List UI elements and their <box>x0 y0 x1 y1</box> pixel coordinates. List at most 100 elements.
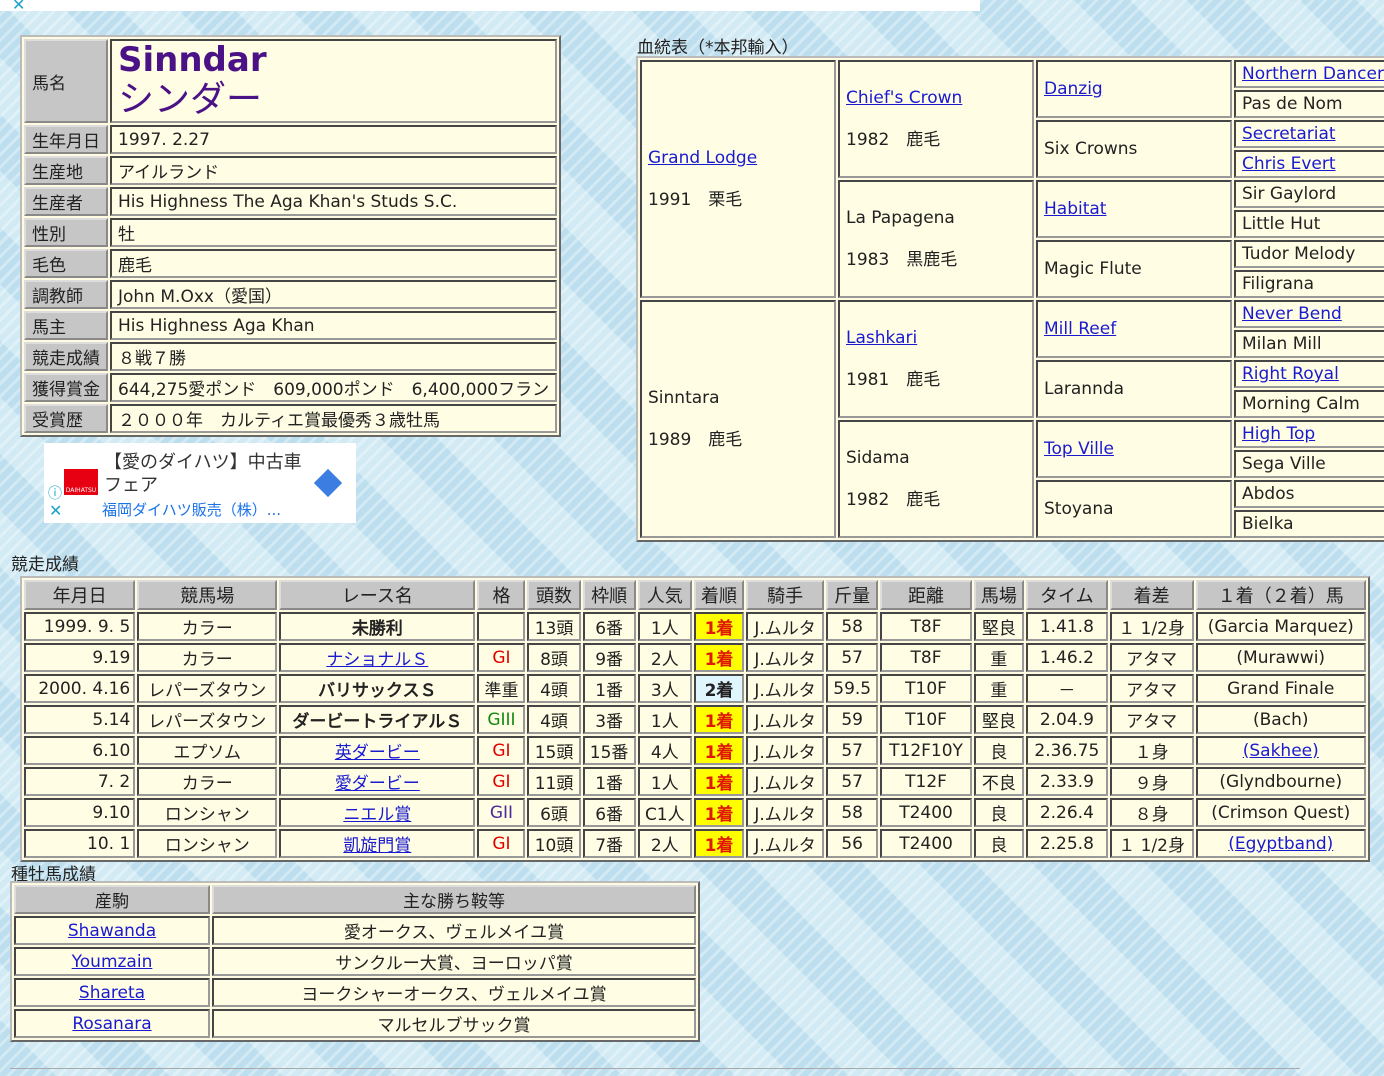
pedigree-ancestor: Morning Calm <box>1234 390 1384 418</box>
race-cell-5: 7番 <box>582 829 636 858</box>
race-cell-4: 13頭 <box>527 612 581 641</box>
progeny-name-link[interactable]: Shawanda <box>67 920 157 941</box>
race-cell-14-link[interactable]: (Sakhee) <box>1242 740 1319 761</box>
race-cell-7: 1着 <box>693 643 745 672</box>
race-cell-5: 6番 <box>582 612 636 641</box>
ad-go-arrow-icon[interactable] <box>313 468 343 498</box>
ancestor-name[interactable]: Grand Lodge <box>648 148 758 168</box>
ancestor-name[interactable]: Lashkari <box>846 328 918 348</box>
progeny-wins: サンクルー大賞、ヨーロッパ賞 <box>212 947 696 976</box>
race-cell-2[interactable]: 英ダービー <box>279 736 476 765</box>
profile-value: ２０００年 カルティエ賞最優秀３歳牡馬 <box>110 404 558 433</box>
pedigree-ancestor: Milan Mill <box>1234 330 1384 358</box>
ancestor-name: Stoyana <box>1044 499 1114 519</box>
race-cell-2-link[interactable]: ナショナルＳ <box>326 650 429 670</box>
ancestor-name: Pas de Nom <box>1242 94 1343 114</box>
ancestor-name[interactable]: Chris Evert <box>1242 154 1336 174</box>
pedigree-ancestor: La Papagena 1983 黒鹿毛 <box>838 180 1034 298</box>
ancestor-name[interactable]: Danzig <box>1044 79 1103 99</box>
progeny-name[interactable]: Rosanara <box>14 1009 210 1038</box>
ancestor-name[interactable]: Top Ville <box>1044 439 1114 459</box>
race-cell-3: GI <box>477 829 526 858</box>
progeny-name[interactable]: Shawanda <box>14 916 210 945</box>
profile-label: 生産地 <box>24 156 108 185</box>
race-cell-14[interactable]: (Egyptband) <box>1195 829 1366 858</box>
race-cell-13: １身 <box>1109 736 1194 765</box>
race-cell-6: 4人 <box>637 736 692 765</box>
race-cell-7: 1着 <box>693 705 745 734</box>
progeny-name-link[interactable]: Youmzain <box>71 951 153 972</box>
race-cell-14-link[interactable]: (Egyptband) <box>1228 833 1334 854</box>
column-header: 斤量 <box>826 580 879 610</box>
ancestor-name: La Papagena <box>846 208 955 228</box>
race-cell-11: 良 <box>973 736 1024 765</box>
progeny-name[interactable]: Shareta <box>14 978 210 1007</box>
race-cell-1: エプソム <box>137 736 278 765</box>
race-cell-0: 6.10 <box>24 736 136 765</box>
ad-title[interactable]: 【愛のダイハツ】中古車フェア <box>104 452 302 496</box>
profile-row: 生産地 アイルランド <box>24 156 558 185</box>
race-row: 6.10 エプソム 英ダービー GI 15頭 15番 4人 1着 J.ムルタ 57 T12F10Y 良… <box>24 736 1366 765</box>
ad-close-icon[interactable]: ✕ <box>49 501 63 520</box>
ad-info-icon[interactable]: ⓘ <box>48 486 62 502</box>
ancestor-name[interactable]: Never Bend <box>1242 304 1342 324</box>
ad-sponsor[interactable]: 福岡ダイハツ販売（株）... <box>102 501 282 519</box>
race-cell-7: 1着 <box>693 612 745 641</box>
race-cell-8: J.ムルタ <box>746 736 825 765</box>
race-cell-6: 2人 <box>637 829 692 858</box>
race-cell-11: 堅良 <box>973 612 1024 641</box>
progeny-row: Rosanara マルセルブサック賞 <box>14 1009 696 1038</box>
ancestor-name[interactable]: Mill Reef <box>1044 319 1117 339</box>
race-cell-2-link[interactable]: 愛ダービー <box>334 774 420 794</box>
race-cell-2[interactable]: 愛ダービー <box>279 767 476 796</box>
race-cell-14[interactable]: (Sakhee) <box>1195 736 1366 765</box>
race-cell-2-link[interactable]: ニエル賞 <box>343 805 412 825</box>
progeny-name-link[interactable]: Shareta <box>78 982 146 1003</box>
race-cell-10: T10F <box>880 674 972 703</box>
top-ad-bar: ✕ <box>0 0 980 14</box>
race-cell-5: 6番 <box>582 798 636 827</box>
ancestor-name[interactable]: Northern Dancer <box>1242 64 1384 84</box>
race-cell-0: 10. 1 <box>24 829 136 858</box>
ancestor-name[interactable]: High Top <box>1242 424 1316 444</box>
ancestor-name[interactable]: Habitat <box>1044 199 1107 219</box>
race-cell-5: 1番 <box>582 767 636 796</box>
progeny-name[interactable]: Youmzain <box>14 947 210 976</box>
pedigree-ancestor: Right Royal <box>1234 360 1384 388</box>
ad-banner[interactable]: DAIHATSU 【愛のダイハツ】中古車フェア 福岡ダイハツ販売（株）... ⓘ… <box>44 443 356 523</box>
pedigree-ancestor: Mill Reef <box>1036 300 1232 358</box>
ancestor-name[interactable]: Secretariat <box>1242 124 1336 144</box>
ancestor-name[interactable]: Chief's Crown <box>846 88 963 108</box>
race-cell-4: 6頭 <box>527 798 581 827</box>
ancestor-name: Sega Ville <box>1242 454 1326 474</box>
ancestor-name: Sir Gaylord <box>1242 184 1337 204</box>
race-cell-2[interactable]: 凱旋門賞 <box>279 829 476 858</box>
race-cell-2[interactable]: ニエル賞 <box>279 798 476 827</box>
column-header: 馬場 <box>973 580 1024 610</box>
pedigree-ancestor: Filigrana <box>1234 270 1384 298</box>
profile-row: 調教師 John M.Oxx（愛国） <box>24 280 558 309</box>
race-cell-7: 2着 <box>693 674 745 703</box>
pedigree-ancestor: Bielka <box>1234 510 1384 538</box>
ancestor-name[interactable]: Right Royal <box>1242 364 1339 384</box>
race-cell-10: T2400 <box>880 829 972 858</box>
race-cell-2-link[interactable]: 凱旋門賞 <box>343 836 412 856</box>
progeny-wins: マルセルブサック賞 <box>212 1009 696 1038</box>
column-header: 主な勝ち鞍等 <box>212 885 696 914</box>
pedigree-ancestor: Little Hut <box>1234 210 1384 238</box>
column-header: 着順 <box>693 580 745 610</box>
race-cell-14: (Murawwi) <box>1195 643 1366 672</box>
race-cell-8: J.ムルタ <box>746 643 825 672</box>
race-cell-5: 9番 <box>582 643 636 672</box>
ancestor-info: 1982 鹿毛 <box>846 490 941 510</box>
close-ad-icon[interactable]: ✕ <box>12 0 26 14</box>
profile-label: 獲得賞金 <box>24 373 108 402</box>
race-cell-2-link[interactable]: 英ダービー <box>334 743 420 763</box>
race-cell-7: 1着 <box>693 829 745 858</box>
race-cell-7: 1着 <box>693 736 745 765</box>
race-cell-4: 4頭 <box>527 674 581 703</box>
race-cell-10: T8F <box>880 612 972 641</box>
race-cell-2: 未勝利 <box>279 612 476 641</box>
progeny-name-link[interactable]: Rosanara <box>72 1013 152 1034</box>
race-cell-2[interactable]: ナショナルＳ <box>279 643 476 672</box>
